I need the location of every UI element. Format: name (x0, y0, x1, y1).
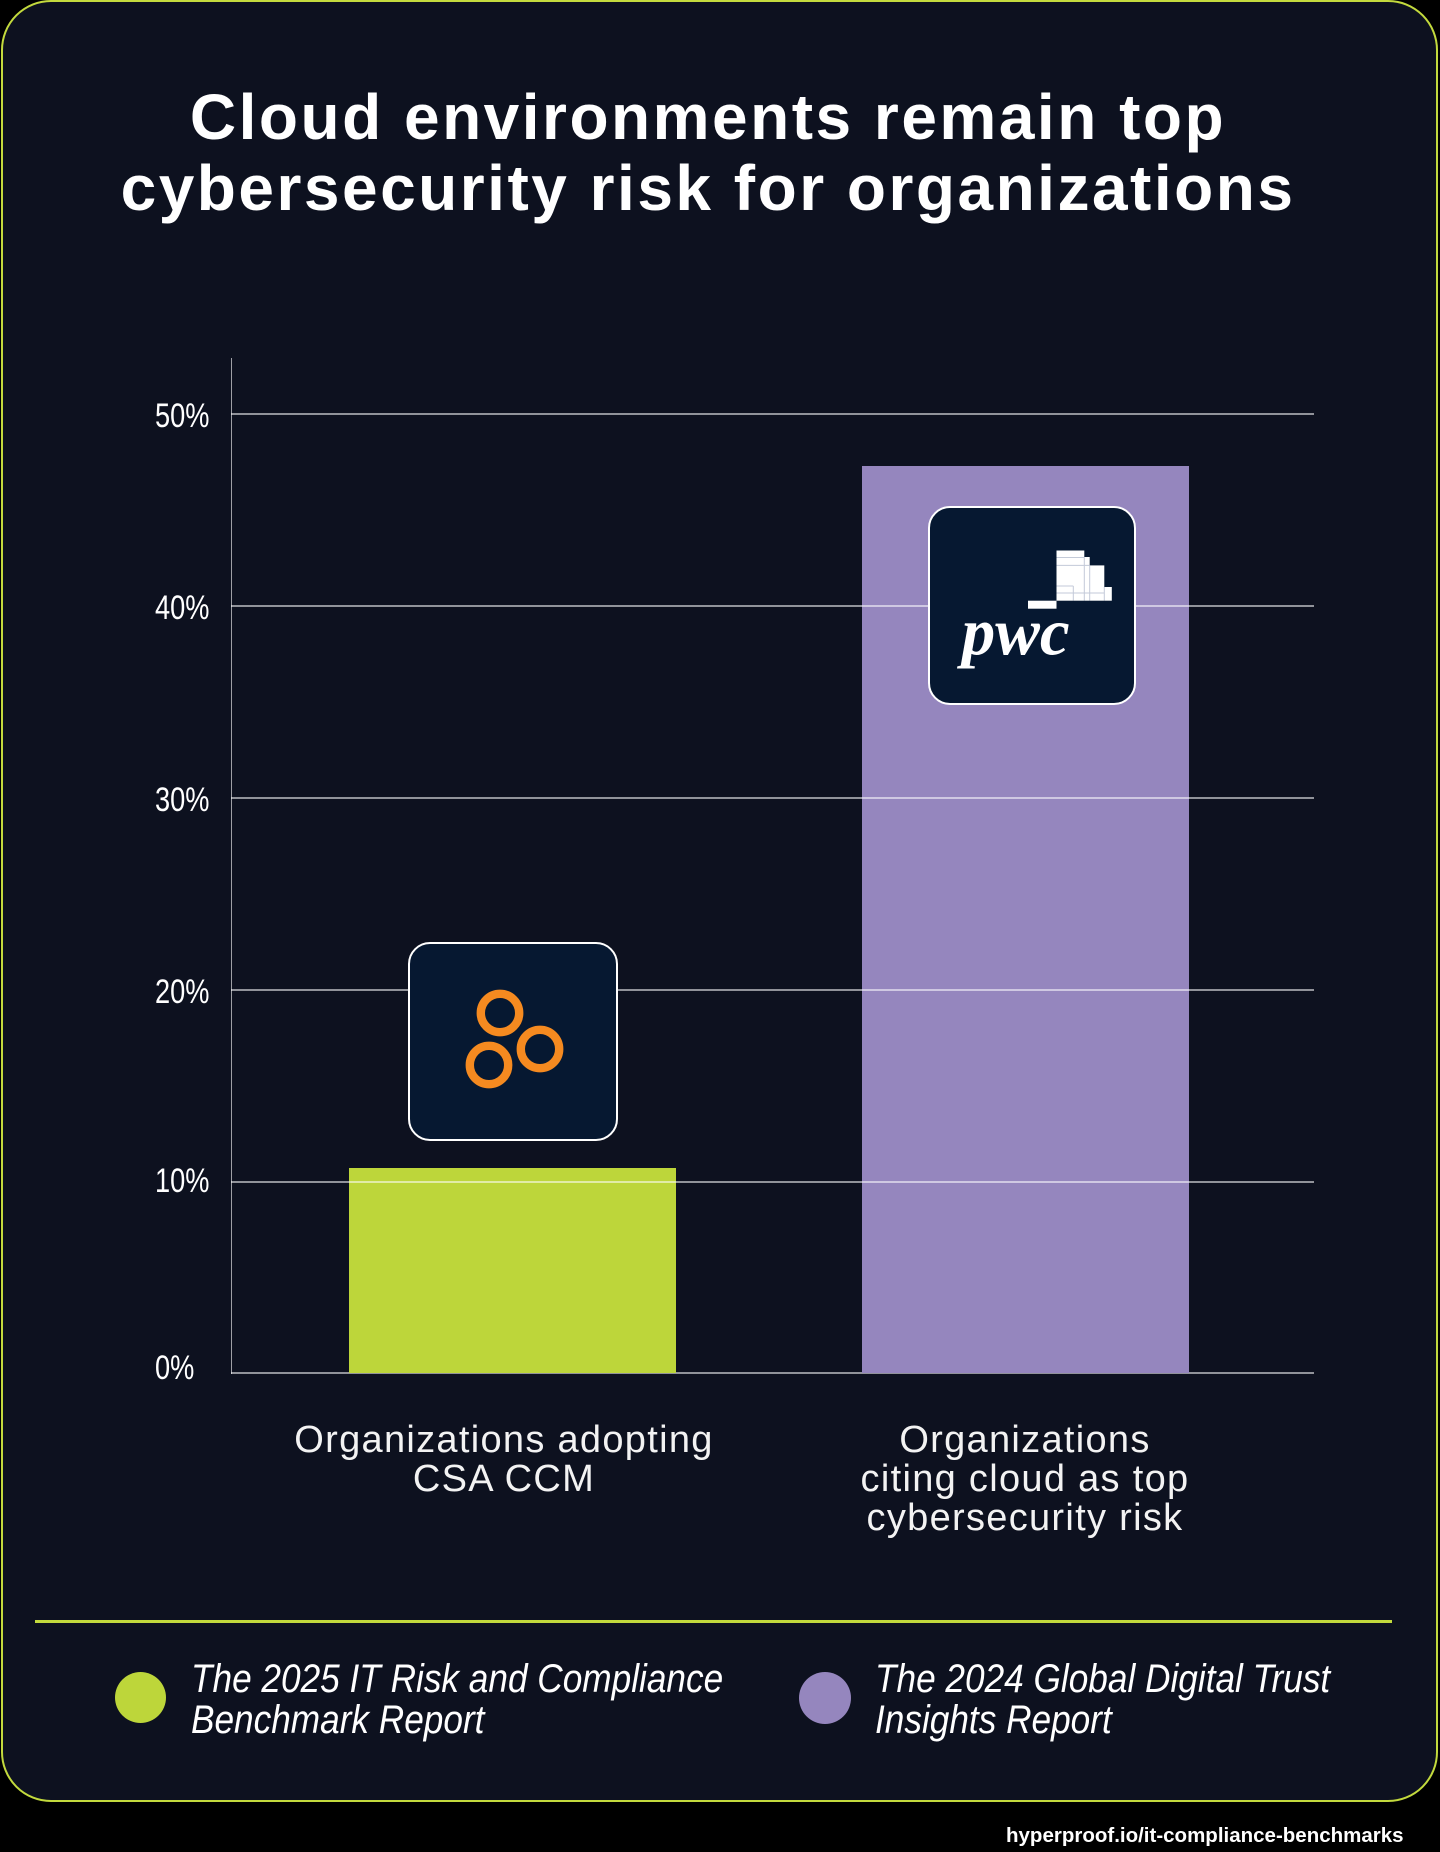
svg-text:pwc: pwc (957, 595, 1070, 669)
